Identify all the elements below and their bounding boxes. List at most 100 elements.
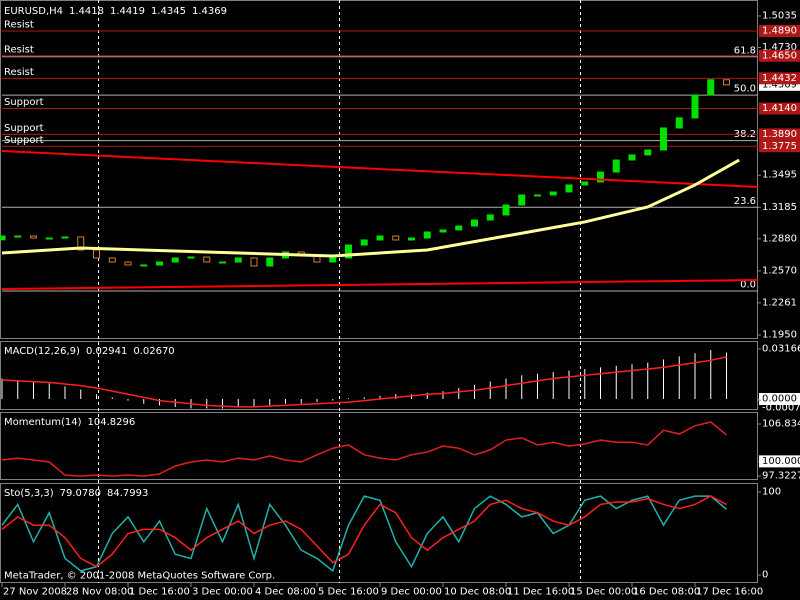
candle: [660, 127, 667, 151]
y-tick-label: 1.1950: [762, 330, 797, 341]
y-tick-box: [759, 455, 800, 468]
candle: [439, 229, 447, 233]
y-tick-label: 1.5035: [762, 10, 797, 21]
candle: [581, 181, 589, 186]
y-tick-label: 0.03166: [762, 343, 800, 354]
x-tick-label: 28 Nov 08:00: [66, 587, 133, 598]
candle: [234, 257, 242, 263]
y-tick-label: 1.2880: [762, 233, 797, 244]
level-name: Support: [4, 123, 44, 134]
level-box: [759, 128, 800, 141]
panel-title: EURUSD,H4: [4, 6, 63, 17]
y-tick-label: 1.2261: [762, 297, 797, 308]
candle: [266, 257, 274, 267]
candle: [203, 256, 211, 263]
readout-value: 104.8296: [88, 417, 136, 428]
moving-average: [1, 150, 759, 189]
stochastic-frame: [0, 483, 758, 583]
candle: [345, 244, 352, 259]
candle: [471, 219, 478, 227]
candle: [597, 171, 604, 183]
level-name: Support: [4, 135, 44, 146]
candle: [392, 235, 400, 241]
candle: [518, 194, 526, 206]
level-label: 1.3890: [762, 129, 797, 140]
x-tick-label: 5 Dec 16:00: [318, 587, 379, 598]
candle: [628, 154, 636, 161]
candle: [61, 236, 69, 239]
indicator-line: [1, 356, 727, 408]
macd-frame: [0, 341, 758, 410]
readout-value: 0.02941: [86, 346, 127, 357]
candle: [108, 257, 116, 263]
y-tick-label: 106.8341: [762, 418, 800, 429]
candle: [124, 261, 132, 266]
candle: [45, 237, 53, 240]
candle: [30, 235, 37, 239]
candle: [187, 256, 195, 259]
readout-value: 79.0780: [60, 488, 101, 499]
y-tick-label: 1.3185: [762, 202, 797, 213]
panel-header: MACD(12,26,9) 0.02941 0.02670: [4, 346, 175, 357]
candle: [423, 231, 431, 239]
candle: [691, 94, 699, 119]
candle: [502, 204, 510, 216]
candle: [376, 235, 384, 241]
fibo-label: 50.0: [734, 84, 756, 95]
readout-value: 84.7993: [107, 488, 148, 499]
panel-title: MACD(12,26,9): [4, 346, 80, 357]
candle: [486, 214, 494, 221]
y-tick-label: 0: [762, 570, 768, 581]
readout-value: 0.02670: [133, 346, 174, 357]
level-label: 1.3775: [762, 141, 797, 152]
level-name: Support: [4, 97, 44, 108]
moving-average: [1, 158, 740, 258]
candle: [77, 236, 85, 251]
fibo-label: 61.8: [734, 45, 756, 56]
y-tick-label: 1.3495: [762, 170, 797, 181]
candle: [675, 117, 683, 129]
y-tick-box: [759, 393, 800, 406]
level-name: Resist: [4, 19, 34, 30]
level-label: 1.4650: [762, 50, 797, 61]
fibo-label: 23.6: [734, 196, 756, 207]
y-tick-label: 1.2570: [762, 265, 797, 276]
level-box: [759, 72, 800, 85]
candle: [534, 194, 541, 197]
copyright: MetaTrader, © 2001-2008 MetaQuotes Softw…: [4, 571, 275, 582]
candle: [549, 191, 557, 196]
y-tick-label: 0.0000: [762, 394, 797, 405]
y-tick-label: 100.0000: [762, 456, 800, 467]
candle: [723, 79, 730, 86]
y-tick-label: -0.000757: [762, 403, 800, 414]
indicator-line: [1, 421, 727, 477]
candle: [14, 235, 22, 238]
level-name: Resist: [4, 44, 34, 55]
indicator-line: [1, 495, 727, 573]
readout-value: 1.4369: [192, 6, 227, 17]
y-tick-label: 97.3227: [762, 471, 800, 482]
panel-title: Momentum(14): [4, 417, 82, 428]
moving-average: [1, 278, 759, 290]
indicator-line: [1, 495, 727, 568]
y-tick-label: 1.4730: [762, 42, 797, 53]
level-label: 1.4432: [762, 73, 797, 84]
candle: [93, 249, 100, 259]
candle: [0, 235, 6, 241]
level-label: 1.4140: [762, 103, 797, 114]
x-tick-label: 1 Dec 16:00: [129, 587, 190, 598]
level-box: [759, 24, 800, 37]
x-tick-label: 11 Dec 16:00: [507, 587, 574, 598]
candle: [156, 261, 163, 266]
candle: [250, 257, 258, 267]
level-box: [759, 49, 800, 62]
readout-value: 1.4418: [69, 6, 104, 17]
readout-value: 1.4345: [151, 6, 186, 17]
candle: [612, 159, 620, 173]
candle: [707, 79, 715, 96]
candle: [360, 239, 368, 246]
fibo-label: 0.0: [740, 280, 756, 291]
level-box: [759, 140, 800, 153]
